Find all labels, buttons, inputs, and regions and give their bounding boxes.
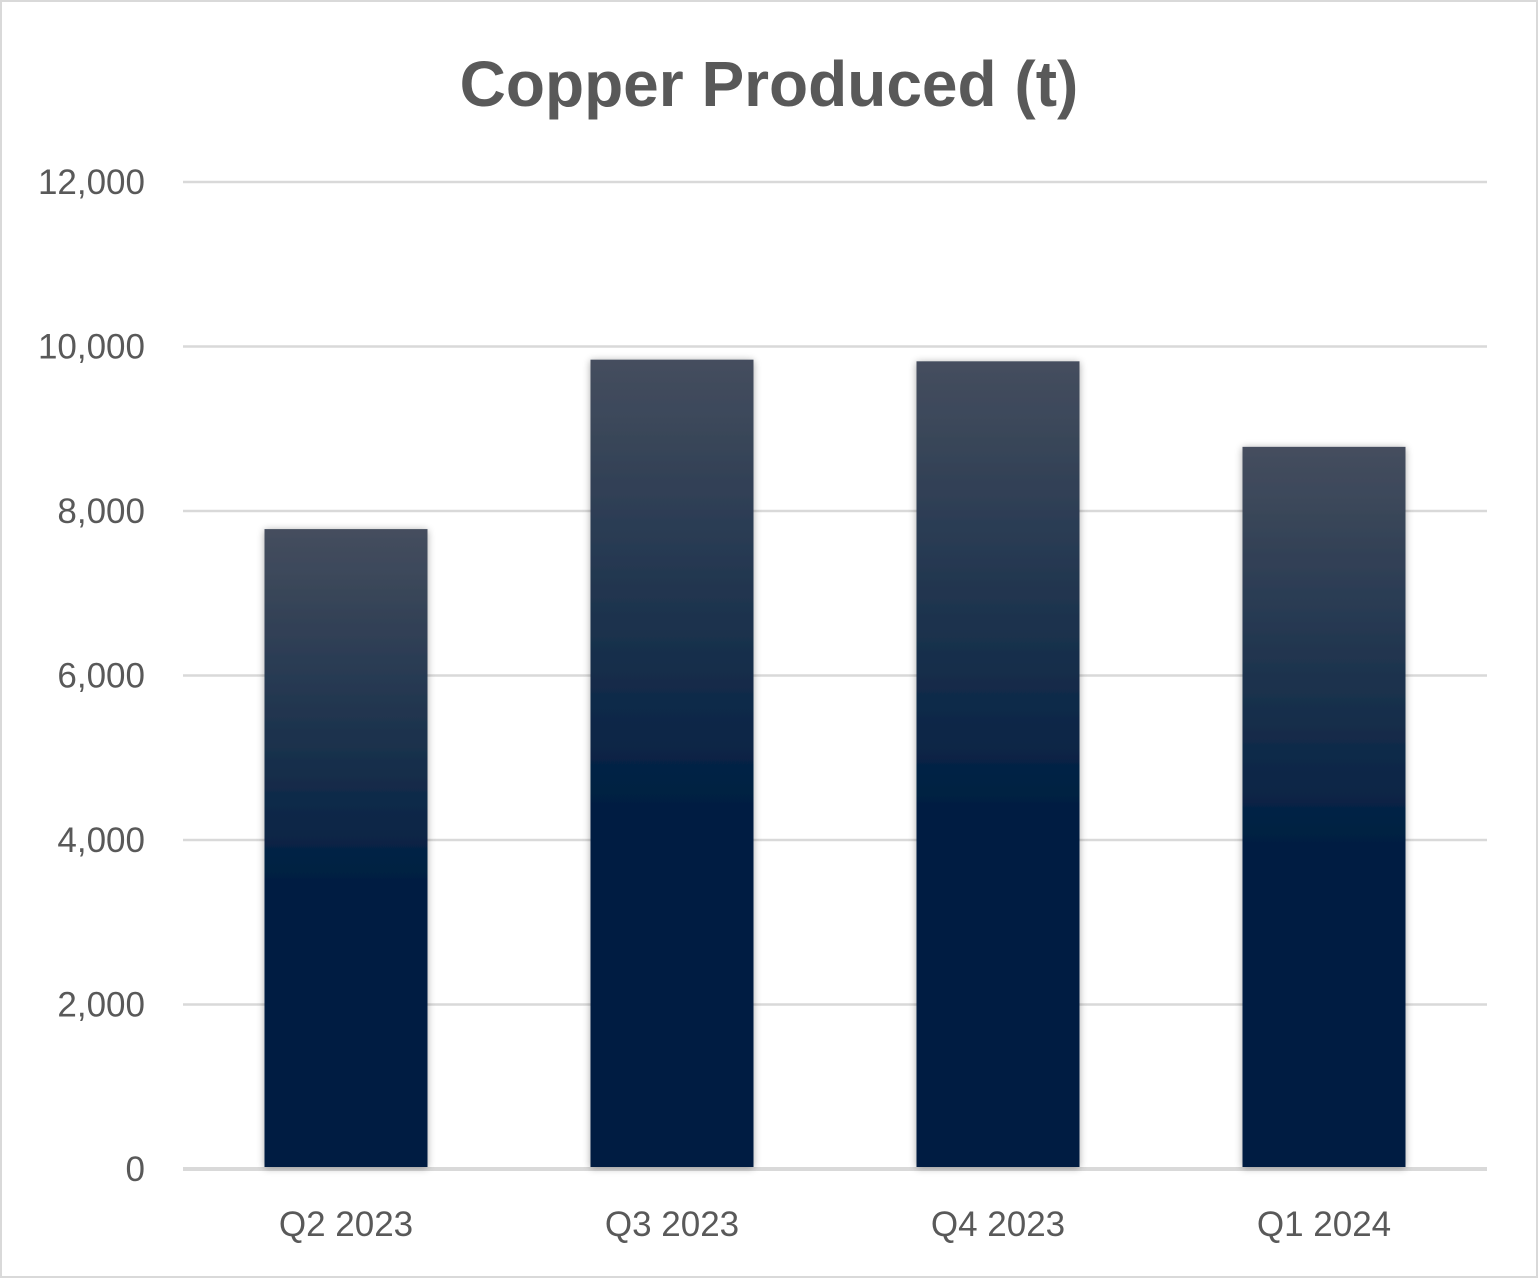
y-tick-label: 12,000	[38, 163, 145, 202]
x-tick-label: Q4 2023	[931, 1205, 1065, 1244]
x-tick-label: Q1 2024	[1257, 1205, 1391, 1244]
y-axis-tick-labels: 0 2,000 4,000 6,000 8,000 10,000 12,000	[38, 163, 145, 1189]
y-tick-label: 4,000	[57, 821, 145, 860]
bar	[264, 529, 428, 1167]
y-tick-label: 6,000	[57, 657, 145, 696]
x-tick-label: Q2 2023	[279, 1205, 413, 1244]
y-tick-label: 0	[126, 1150, 145, 1189]
chart-title: Copper Produced (t)	[460, 48, 1079, 120]
x-axis-tick-labels: Q2 2023 Q3 2023 Q4 2023 Q1 2024	[279, 1205, 1391, 1244]
y-tick-label: 10,000	[38, 328, 145, 367]
bars	[264, 359, 1406, 1168]
bar	[590, 359, 754, 1167]
y-tick-label: 8,000	[57, 492, 145, 531]
y-tick-label: 2,000	[57, 986, 145, 1025]
bar	[1242, 446, 1406, 1168]
x-tick-label: Q3 2023	[605, 1205, 739, 1244]
bar	[916, 361, 1080, 1167]
